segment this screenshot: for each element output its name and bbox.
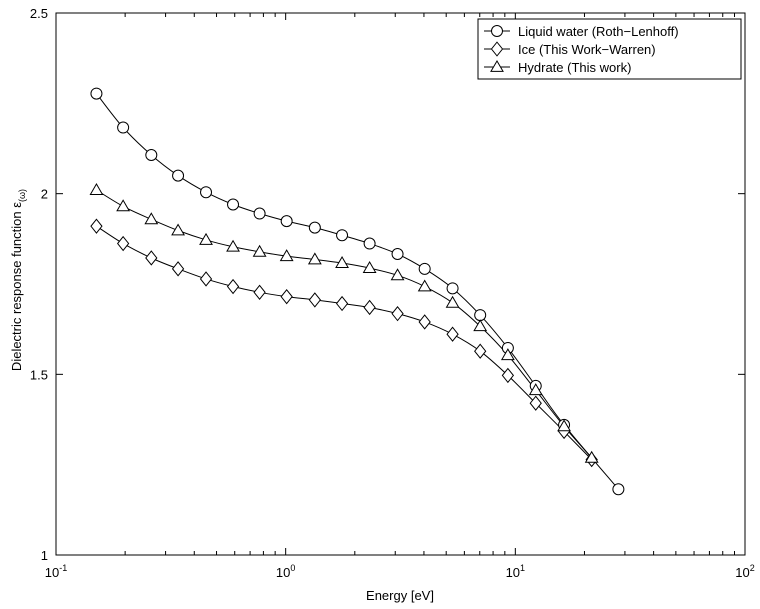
plot-frame (55, 12, 746, 556)
data-point-triangle (500, 348, 515, 361)
data-point-diamond (116, 235, 130, 252)
data-point-diamond (363, 299, 376, 316)
data-point-diamond (446, 326, 459, 342)
x-tick-base: 10 (276, 565, 290, 580)
data-point-circle (612, 483, 625, 496)
data-point-diamond (335, 295, 349, 312)
data-point-triangle (307, 252, 322, 265)
data-point-diamond (474, 343, 487, 359)
data-point-circle (253, 207, 266, 220)
data-point-diamond (171, 261, 185, 277)
data-point-circle (491, 25, 503, 37)
x-tick-exponent: 0 (290, 563, 295, 573)
data-point-diamond (490, 41, 504, 57)
data-point-circle (336, 229, 349, 242)
data-point-triangle (116, 199, 131, 212)
x-tick-exponent: 1 (520, 563, 525, 573)
data-point-circle (308, 221, 321, 234)
data-point-triangle (199, 232, 213, 245)
data-point-diamond (253, 284, 266, 300)
x-tick-label: 10-1 (45, 563, 67, 580)
x-axis-label: Energy [eV] (366, 588, 434, 603)
data-point-diamond (90, 218, 103, 234)
data-point-triangle (279, 249, 294, 262)
x-tick-base: 10 (45, 565, 59, 580)
legend-label: Liquid water (Roth−Lenhoff) (518, 24, 679, 39)
y-tick-label: 2.5 (30, 6, 48, 21)
x-tick-exponent: 2 (750, 563, 755, 573)
y-axis-label-subscript: (ω) (17, 189, 27, 202)
y-axis-label-main: Dielectric response function ε (9, 202, 24, 371)
x-tick-label: 102 (735, 563, 754, 580)
y-axis-label: Dielectric response function ε(ω) (9, 189, 27, 371)
data-point-triangle (89, 183, 104, 195)
data-point-circle (90, 87, 103, 100)
data-point-diamond (501, 367, 515, 384)
data-point-triangle (390, 268, 405, 281)
data-point-circle (145, 149, 158, 162)
y-tick-label: 1 (41, 548, 48, 563)
data-point-triangle (252, 244, 267, 257)
data-point-triangle (362, 261, 377, 274)
y-tick-label: 1.5 (30, 367, 48, 382)
data-point-triangle (445, 295, 460, 308)
data-point-diamond (145, 250, 158, 266)
legend-label: Hydrate (This work) (518, 60, 631, 75)
data-point-circle (117, 121, 130, 134)
y-tick-label: 2 (41, 187, 48, 202)
x-tick-label: 100 (276, 563, 295, 580)
data-point-diamond (529, 395, 542, 411)
x-tick-label: 101 (506, 563, 525, 580)
data-point-diamond (391, 305, 404, 322)
data-point-triangle (144, 212, 159, 225)
data-point-triangle (528, 383, 543, 396)
data-point-circle (418, 262, 431, 275)
data-point-diamond (280, 288, 293, 305)
data-point-diamond (199, 271, 213, 287)
data-point-circle (280, 215, 293, 228)
data-point-circle (446, 282, 459, 295)
data-point-diamond (418, 314, 431, 330)
data-point-diamond (226, 278, 240, 295)
data-point-circle (363, 237, 376, 250)
data-point-triangle (171, 223, 185, 236)
y-axis-label-group: Dielectric response function ε(ω) (9, 189, 27, 371)
x-tick-base: 10 (506, 565, 520, 580)
data-point-triangle (584, 450, 599, 463)
data-point-triangle (473, 319, 488, 332)
data-point-diamond (308, 292, 321, 308)
data-point-circle (391, 248, 404, 261)
x-tick-base: 10 (735, 565, 749, 580)
legend-label: Ice (This Work−Warren) (518, 42, 656, 57)
data-point-triangle (557, 419, 571, 432)
x-tick-exponent: -1 (59, 563, 67, 573)
legend-box (477, 18, 742, 80)
data-point-circle (474, 309, 487, 322)
data-point-triangle (335, 255, 349, 268)
data-point-triangle (226, 239, 240, 252)
data-point-circle (227, 198, 240, 211)
data-point-circle (172, 169, 185, 182)
data-point-circle (200, 186, 213, 199)
data-point-triangle (490, 59, 504, 72)
data-point-triangle (417, 279, 432, 292)
